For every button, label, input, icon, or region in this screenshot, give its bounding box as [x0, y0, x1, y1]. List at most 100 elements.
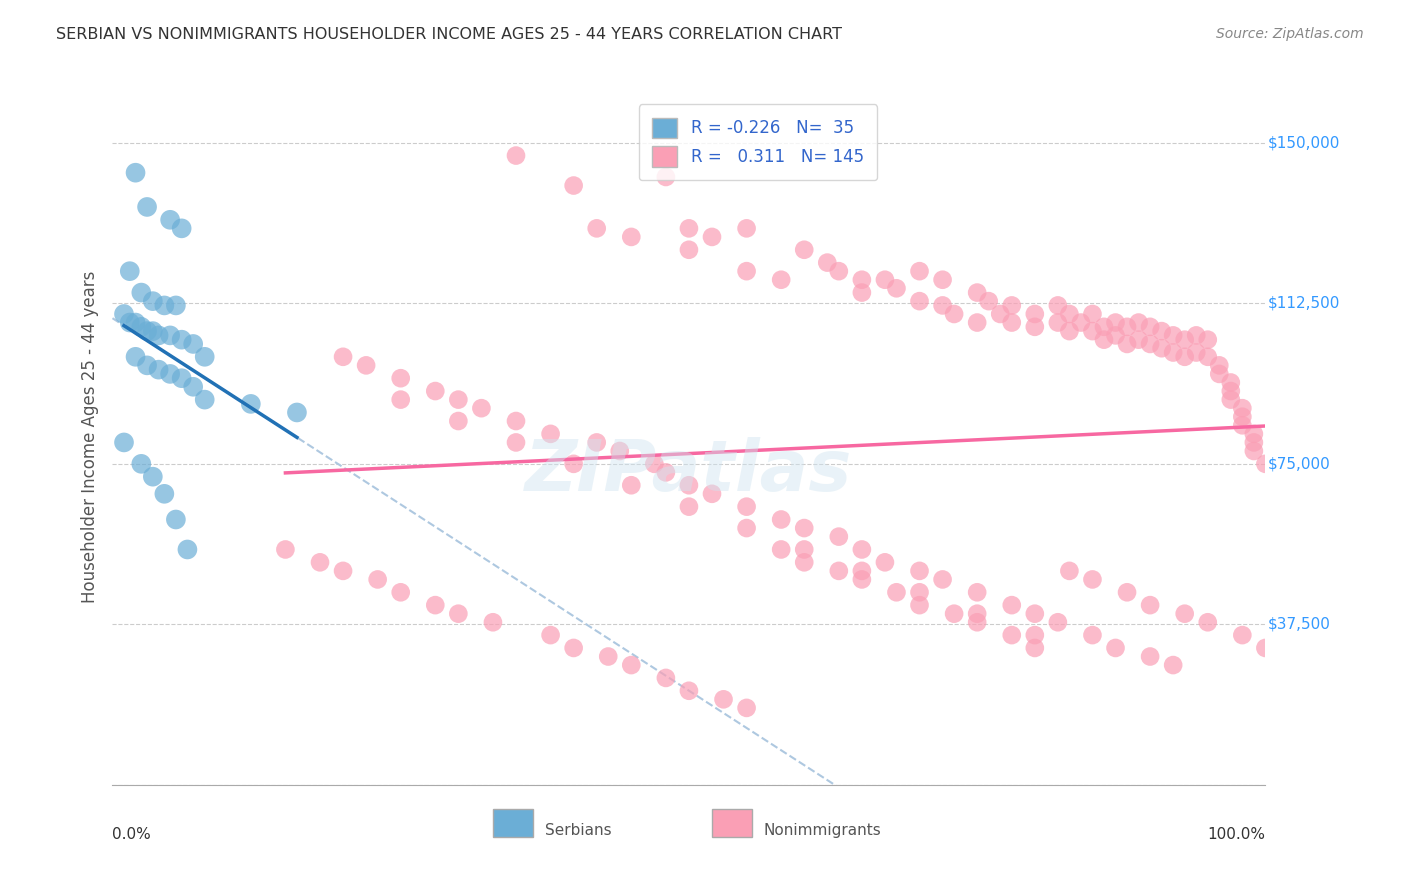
Point — [389, 392, 412, 407]
Point — [735, 701, 758, 715]
Point — [1024, 640, 1046, 655]
Point — [828, 530, 851, 544]
Point — [1024, 628, 1046, 642]
Legend: R = -0.226   N=  35, R =   0.311   N= 145: R = -0.226 N= 35, R = 0.311 N= 145 — [640, 104, 877, 180]
Point — [655, 671, 678, 685]
Point — [1024, 319, 1046, 334]
Point — [118, 264, 141, 278]
Point — [598, 649, 620, 664]
Point — [643, 457, 665, 471]
Point — [470, 401, 492, 416]
Point — [851, 285, 873, 300]
Point — [851, 564, 873, 578]
Point — [886, 281, 908, 295]
Point — [136, 200, 159, 214]
Point — [136, 324, 159, 338]
Point — [367, 573, 389, 587]
Point — [908, 264, 931, 278]
Point — [966, 585, 988, 599]
Point — [505, 435, 527, 450]
Point — [142, 324, 165, 338]
Point — [609, 444, 631, 458]
Point — [1174, 350, 1197, 364]
Point — [159, 212, 181, 227]
Point — [194, 392, 217, 407]
Point — [886, 585, 908, 599]
Point — [425, 384, 447, 398]
Text: 100.0%: 100.0% — [1208, 827, 1265, 842]
Text: Serbians: Serbians — [546, 823, 612, 838]
Point — [793, 542, 815, 557]
Point — [793, 521, 815, 535]
Point — [1024, 607, 1046, 621]
FancyBboxPatch shape — [494, 809, 533, 837]
Point — [148, 328, 170, 343]
Point — [620, 478, 643, 492]
Point — [354, 359, 377, 373]
Point — [562, 178, 585, 193]
Point — [124, 316, 146, 330]
Point — [1116, 585, 1139, 599]
Point — [447, 414, 470, 428]
Point — [1001, 316, 1024, 330]
Point — [700, 487, 723, 501]
Point — [1208, 367, 1230, 381]
Point — [678, 683, 700, 698]
Y-axis label: Householder Income Ages 25 - 44 years: Householder Income Ages 25 - 44 years — [80, 271, 98, 603]
Point — [620, 658, 643, 673]
Point — [142, 294, 165, 309]
Point — [735, 521, 758, 535]
Point — [165, 512, 187, 526]
Point — [170, 221, 193, 235]
Point — [309, 555, 332, 569]
Point — [1243, 426, 1265, 441]
Point — [678, 500, 700, 514]
Text: $75,000: $75,000 — [1268, 457, 1330, 471]
Point — [966, 607, 988, 621]
Point — [793, 555, 815, 569]
Point — [1161, 345, 1184, 359]
Point — [176, 542, 198, 557]
Point — [112, 435, 135, 450]
Point — [966, 285, 988, 300]
Point — [908, 564, 931, 578]
Point — [1254, 640, 1277, 655]
Point — [181, 380, 204, 394]
Point — [482, 615, 505, 630]
Point — [908, 294, 931, 309]
Point — [159, 328, 181, 343]
Point — [1128, 316, 1150, 330]
Point — [425, 598, 447, 612]
Point — [1197, 333, 1219, 347]
Point — [153, 487, 176, 501]
Point — [585, 435, 607, 450]
Point — [1081, 628, 1104, 642]
Point — [1139, 598, 1161, 612]
Point — [943, 307, 966, 321]
Point — [1081, 307, 1104, 321]
Point — [1219, 376, 1241, 390]
Point — [1046, 298, 1069, 312]
Text: $112,500: $112,500 — [1268, 296, 1340, 310]
Point — [1139, 337, 1161, 351]
Point — [505, 148, 527, 162]
Point — [540, 628, 562, 642]
Point — [828, 564, 851, 578]
Point — [124, 166, 146, 180]
Point — [908, 585, 931, 599]
Point — [1046, 316, 1069, 330]
Point — [988, 307, 1011, 321]
Point — [129, 457, 153, 471]
Point — [447, 392, 470, 407]
Point — [815, 255, 838, 269]
Point — [793, 243, 815, 257]
Point — [118, 316, 141, 330]
Point — [873, 555, 896, 569]
Point — [851, 273, 873, 287]
Point — [966, 316, 988, 330]
Point — [735, 500, 758, 514]
Point — [1219, 384, 1241, 398]
Point — [1001, 598, 1024, 612]
Point — [153, 298, 176, 312]
Point — [678, 221, 700, 235]
